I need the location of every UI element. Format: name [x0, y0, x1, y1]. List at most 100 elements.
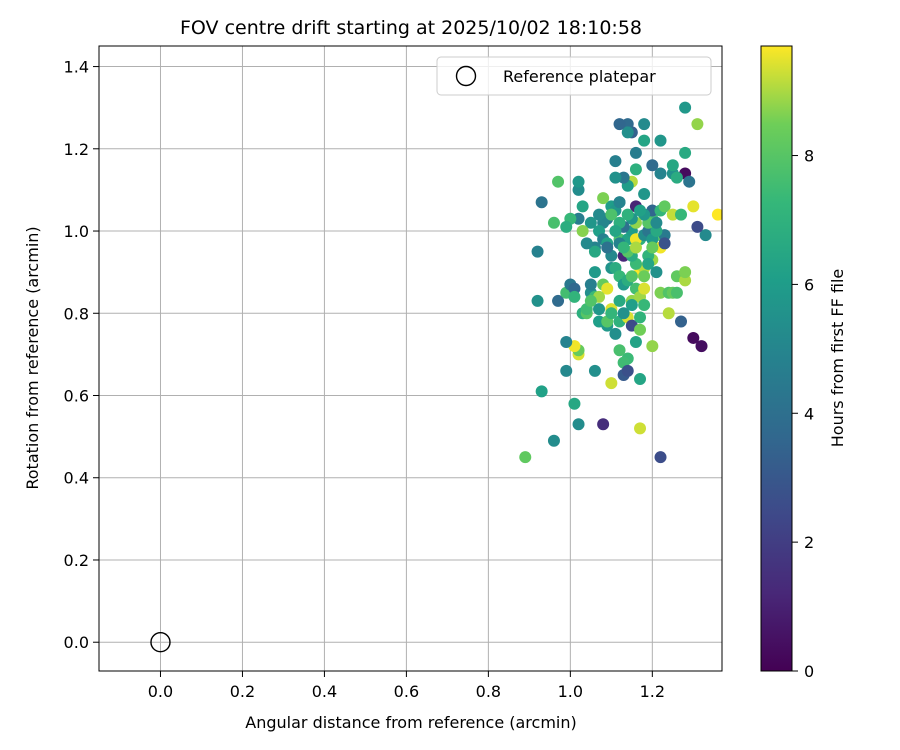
data-point [519, 451, 532, 464]
data-point [593, 303, 606, 316]
data-point [691, 220, 704, 233]
x-tick-label: 0.2 [230, 682, 255, 701]
data-point [625, 270, 638, 283]
data-point [670, 286, 683, 299]
data-point [638, 134, 651, 147]
y-tick-label: 1.4 [64, 58, 89, 77]
y-tick-label: 1.2 [64, 140, 89, 159]
data-point [617, 307, 630, 320]
data-point [597, 418, 610, 431]
data-point [601, 282, 614, 295]
x-tick-label: 0.4 [312, 682, 337, 701]
data-point [560, 364, 573, 377]
plot-frame [98, 45, 723, 672]
data-point [613, 196, 626, 209]
data-point [650, 225, 663, 238]
data-point [609, 171, 622, 184]
reference-marker [150, 632, 171, 653]
colorbar-tick-label: 6 [804, 275, 814, 294]
data-point [687, 331, 700, 344]
data-point [629, 241, 642, 254]
y-tick-label: 0.2 [64, 551, 89, 570]
data-point [535, 385, 548, 398]
y-axis: 0.0 0.2 0.4 0.6 0.8 1.0 1.2 1.4 [64, 58, 99, 652]
data-point [572, 175, 585, 188]
colorbar-tick-label: 4 [804, 404, 814, 423]
data-point [634, 311, 647, 324]
colorbar: 0 2 4 6 8 Hours from first FF file [760, 45, 847, 681]
data-point [593, 315, 606, 328]
y-tick-label: 0.8 [64, 304, 89, 323]
data-point [588, 364, 601, 377]
data-point [617, 241, 630, 254]
data-point [654, 451, 667, 464]
data-point [609, 155, 622, 168]
data-point [568, 282, 581, 295]
data-point [588, 266, 601, 279]
data-point [638, 299, 651, 312]
data-point [642, 257, 655, 270]
data-point [679, 146, 692, 159]
colorbar-gradient [760, 45, 793, 672]
data-point [666, 159, 679, 172]
data-point [613, 294, 626, 307]
data-point [568, 397, 581, 410]
y-axis-label: Rotation from reference (arcmin) [23, 226, 42, 489]
reference-point [150, 632, 171, 653]
data-point [613, 344, 626, 357]
x-tick-label: 1.0 [558, 682, 583, 701]
legend-box [436, 56, 712, 96]
data-point [654, 134, 667, 147]
data-point [605, 307, 618, 320]
data-point [576, 225, 589, 238]
data-point [621, 126, 634, 139]
x-tick-label: 1.2 [640, 682, 665, 701]
chart-title: FOV centre drift starting at 2025/10/02 … [180, 17, 642, 39]
data-point [634, 422, 647, 435]
data-point [613, 118, 626, 131]
data-point [650, 266, 663, 279]
colorbar-tick-label: 8 [804, 147, 814, 166]
y-tick-label: 0.0 [64, 633, 89, 652]
data-point [609, 225, 622, 238]
data-point [560, 336, 573, 349]
data-point [621, 118, 634, 131]
data-point [593, 208, 606, 221]
data-point [650, 216, 663, 229]
data-point [687, 200, 700, 213]
data-point [646, 159, 659, 172]
data-point [547, 434, 560, 447]
data-point [584, 294, 597, 307]
y-tick-label: 1.0 [64, 222, 89, 241]
data-point [646, 340, 659, 353]
data-point [683, 175, 696, 188]
data-point [634, 373, 647, 386]
data-point [625, 299, 638, 312]
data-point [601, 241, 614, 254]
data-point [621, 208, 634, 221]
data-point [699, 229, 712, 242]
data-point [560, 220, 573, 233]
legend-marker [455, 65, 477, 87]
colorbar-tick-label: 0 [804, 662, 814, 681]
data-point [552, 294, 565, 307]
data-point [572, 183, 585, 196]
data-point [646, 241, 659, 254]
data-point [568, 290, 581, 303]
x-tick-label: 0.0 [148, 682, 173, 701]
data-point [609, 327, 622, 340]
data-point [572, 212, 585, 225]
data-point [621, 364, 634, 377]
data-point [597, 192, 610, 205]
data-point [629, 336, 642, 349]
colorbar-ticks: 0 2 4 6 8 [792, 147, 814, 681]
data-point [675, 315, 688, 328]
data-point [531, 245, 544, 258]
data-point [638, 270, 651, 283]
data-point [679, 274, 692, 287]
data-points [519, 101, 722, 464]
data-point [552, 175, 565, 188]
data-point [588, 245, 601, 258]
data-point [605, 377, 618, 390]
